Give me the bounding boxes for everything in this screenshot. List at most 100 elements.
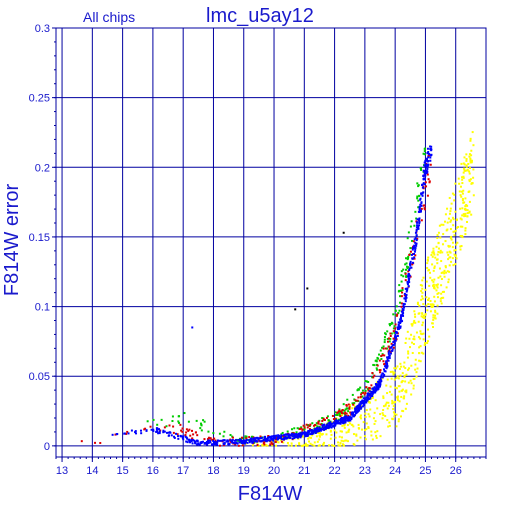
data-point — [211, 438, 214, 441]
data-point — [336, 413, 339, 416]
data-point — [401, 372, 404, 375]
data-point — [407, 255, 410, 258]
data-point — [423, 208, 426, 211]
data-point — [245, 437, 248, 440]
data-point — [203, 438, 206, 441]
data-point — [396, 313, 399, 316]
chart-title: lmc_u5ay12 — [206, 5, 314, 27]
data-point — [421, 295, 424, 298]
data-point — [436, 253, 439, 256]
data-point — [398, 284, 401, 287]
data-point — [347, 403, 350, 406]
outlier-point — [342, 231, 345, 234]
data-point — [261, 439, 264, 442]
data-point — [418, 346, 421, 349]
data-point — [189, 441, 192, 444]
data-point — [451, 246, 454, 249]
data-point — [402, 275, 405, 278]
data-point — [390, 342, 393, 345]
data-point — [428, 335, 431, 338]
data-point — [386, 340, 389, 343]
data-point — [360, 391, 363, 394]
data-point — [222, 443, 225, 446]
data-point — [403, 374, 406, 377]
data-point — [400, 305, 403, 308]
data-point — [391, 344, 394, 347]
data-point — [372, 387, 375, 390]
data-point — [413, 224, 416, 227]
data-point — [319, 423, 322, 426]
data-point — [184, 434, 187, 437]
data-point — [208, 437, 211, 440]
data-point — [309, 442, 312, 445]
data-point — [448, 196, 451, 199]
data-point — [421, 324, 424, 327]
data-point — [342, 417, 345, 420]
data-point — [207, 440, 210, 443]
data-point — [399, 295, 402, 298]
data-point — [111, 433, 114, 436]
data-point — [380, 357, 383, 360]
data-point — [180, 429, 183, 432]
data-point — [360, 401, 363, 404]
data-point — [309, 423, 312, 426]
data-point — [340, 430, 343, 433]
data-point — [423, 344, 426, 347]
data-point — [310, 429, 313, 432]
data-point — [418, 304, 421, 307]
data-point — [394, 335, 397, 338]
data-point — [351, 412, 354, 415]
data-point — [421, 297, 424, 300]
data-point — [371, 396, 374, 399]
data-point — [397, 321, 400, 324]
data-point — [439, 251, 442, 254]
data-point — [468, 170, 471, 173]
data-point — [440, 271, 443, 274]
data-point — [424, 169, 427, 172]
data-point — [414, 321, 417, 324]
data-point — [396, 399, 399, 402]
data-point — [169, 431, 172, 434]
data-point — [436, 237, 439, 240]
data-point — [424, 159, 427, 162]
data-point — [383, 341, 386, 344]
data-point — [295, 431, 298, 434]
data-point — [382, 360, 385, 363]
data-point — [346, 398, 349, 401]
data-point — [181, 435, 184, 438]
data-point — [408, 253, 411, 256]
data-point — [190, 440, 193, 443]
data-point — [432, 283, 435, 286]
data-point — [358, 407, 361, 410]
data-point — [400, 314, 403, 317]
data-point — [454, 182, 457, 185]
data-point — [400, 302, 403, 305]
data-point — [318, 435, 321, 438]
data-point — [407, 279, 410, 282]
data-point — [407, 285, 410, 288]
data-point — [311, 443, 314, 446]
data-point — [295, 435, 298, 438]
data-point — [465, 153, 468, 156]
data-point — [423, 316, 426, 319]
data-point — [307, 424, 310, 427]
data-point — [406, 281, 409, 284]
data-point — [354, 407, 357, 410]
data-point — [393, 337, 396, 340]
data-point — [413, 257, 416, 260]
data-point — [407, 270, 410, 273]
data-point — [395, 331, 398, 334]
data-point — [198, 443, 201, 446]
data-point — [397, 395, 400, 398]
data-point — [423, 150, 426, 153]
data-point — [367, 397, 370, 400]
data-point — [464, 205, 467, 208]
data-point — [219, 439, 222, 442]
data-point — [271, 438, 274, 441]
data-point — [463, 156, 466, 159]
data-point — [465, 169, 468, 172]
data-point — [348, 407, 351, 410]
data-point — [446, 207, 449, 210]
data-point — [449, 237, 452, 240]
data-point — [426, 340, 429, 343]
